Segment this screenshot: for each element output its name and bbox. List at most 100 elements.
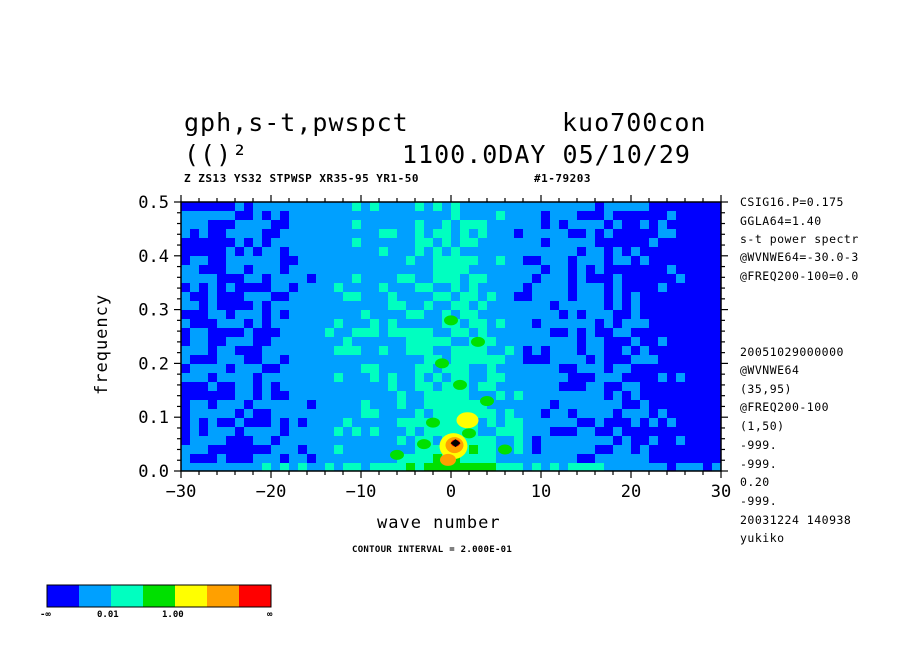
heatmap-cell xyxy=(550,454,560,464)
heatmap-cell xyxy=(379,211,389,221)
heatmap-cell xyxy=(217,382,227,392)
heatmap-cell xyxy=(541,256,551,266)
heatmap-cell xyxy=(343,391,353,401)
heatmap-cell xyxy=(532,256,542,266)
heatmap-cell xyxy=(235,274,245,284)
heatmap-cell xyxy=(361,391,371,401)
heatmap-cell xyxy=(676,391,686,401)
heatmap-cell xyxy=(487,373,497,383)
heatmap-cell xyxy=(505,283,515,293)
heatmap-cell xyxy=(487,409,497,419)
heatmap-cell xyxy=(658,355,668,365)
heatmap-cell xyxy=(262,436,272,446)
peak-mark xyxy=(456,412,479,429)
heatmap-cell xyxy=(460,454,470,464)
heatmap-cell xyxy=(640,247,650,257)
heatmap-cell xyxy=(658,247,668,257)
heatmap-cell xyxy=(343,238,353,248)
heatmap-cell xyxy=(262,463,272,472)
heatmap-cell xyxy=(325,445,335,455)
heatmap-cell xyxy=(559,391,569,401)
heatmap-cell xyxy=(244,310,254,320)
heatmap-cell xyxy=(586,409,596,419)
heatmap-cell xyxy=(496,364,506,374)
heatmap-cell xyxy=(379,265,389,275)
heatmap-cell xyxy=(199,301,209,311)
heatmap-cell xyxy=(235,391,245,401)
heatmap-cell xyxy=(271,337,281,347)
heatmap-cell xyxy=(595,436,605,446)
heatmap-cell xyxy=(442,400,452,410)
heatmap-cell xyxy=(226,202,236,212)
heatmap-cell xyxy=(361,301,371,311)
heatmap-cell xyxy=(343,220,353,230)
heatmap-cell xyxy=(235,445,245,455)
heatmap-cell xyxy=(703,364,713,374)
heatmap-cell xyxy=(478,436,488,446)
heatmap-cell xyxy=(523,229,533,239)
heatmap-cell xyxy=(208,373,218,383)
heatmap-cell xyxy=(235,319,245,329)
heatmap-cell xyxy=(316,292,326,302)
heatmap-cell xyxy=(658,238,668,248)
heatmap-cell xyxy=(460,346,470,356)
heatmap-cell xyxy=(262,364,272,374)
heatmap-cell xyxy=(505,364,515,374)
heatmap-cell xyxy=(469,238,479,248)
heatmap-cell xyxy=(352,436,362,446)
x-axis: −30 −20 −10 0 10 20 30 xyxy=(166,195,731,502)
heatmap-cell xyxy=(640,391,650,401)
heatmap-cell xyxy=(451,373,461,383)
heatmap-cell xyxy=(352,265,362,275)
heatmap-cell xyxy=(640,211,650,221)
heatmap-cell xyxy=(271,229,281,239)
heatmap-cell xyxy=(550,436,560,446)
heatmap-cell xyxy=(388,310,398,320)
heatmap-cell xyxy=(397,301,407,311)
heatmap-cell xyxy=(199,346,209,356)
heatmap-cell xyxy=(505,418,515,428)
heatmap-cell xyxy=(208,346,218,356)
heatmap-cell xyxy=(667,274,677,284)
heatmap-cell xyxy=(568,391,578,401)
heatmap-cell xyxy=(370,454,380,464)
heatmap-cell xyxy=(451,391,461,401)
heatmap-cell xyxy=(190,211,200,221)
heatmap-cell xyxy=(397,337,407,347)
heatmap-cell xyxy=(208,301,218,311)
heatmap-cell xyxy=(595,256,605,266)
heatmap-cell xyxy=(406,274,416,284)
heatmap-cell xyxy=(667,319,677,329)
heatmap-cell xyxy=(469,373,479,383)
heatmap-cell xyxy=(712,400,722,410)
side-info-line: yukiko xyxy=(740,531,785,545)
heatmap-cell xyxy=(451,310,461,320)
heatmap-cell xyxy=(658,202,668,212)
heatmap-cell xyxy=(415,274,425,284)
heatmap-cell xyxy=(334,400,344,410)
heatmap-cell xyxy=(586,391,596,401)
heatmap-cell xyxy=(631,283,641,293)
heatmap-cell xyxy=(199,364,209,374)
heatmap-cell xyxy=(613,328,623,338)
heatmap-cell xyxy=(424,337,434,347)
heatmap-cell xyxy=(433,409,443,419)
heatmap-cell xyxy=(199,283,209,293)
heatmap-cell xyxy=(676,283,686,293)
heatmap-cell xyxy=(208,364,218,374)
heatmap-cell xyxy=(235,283,245,293)
heatmap-cell xyxy=(271,400,281,410)
heatmap-cell xyxy=(451,256,461,266)
heatmap-cell xyxy=(298,454,308,464)
heatmap-cell xyxy=(343,310,353,320)
heatmap-cell xyxy=(370,346,380,356)
heatmap-cell xyxy=(604,229,614,239)
heatmap-cell xyxy=(586,373,596,383)
heatmap-cell xyxy=(451,247,461,257)
heatmap-cell xyxy=(262,238,272,248)
heatmap-cell xyxy=(433,400,443,410)
heatmap-cell xyxy=(397,391,407,401)
heatmap-cell xyxy=(334,292,344,302)
heatmap-cell xyxy=(388,274,398,284)
heatmap-cell xyxy=(685,256,695,266)
